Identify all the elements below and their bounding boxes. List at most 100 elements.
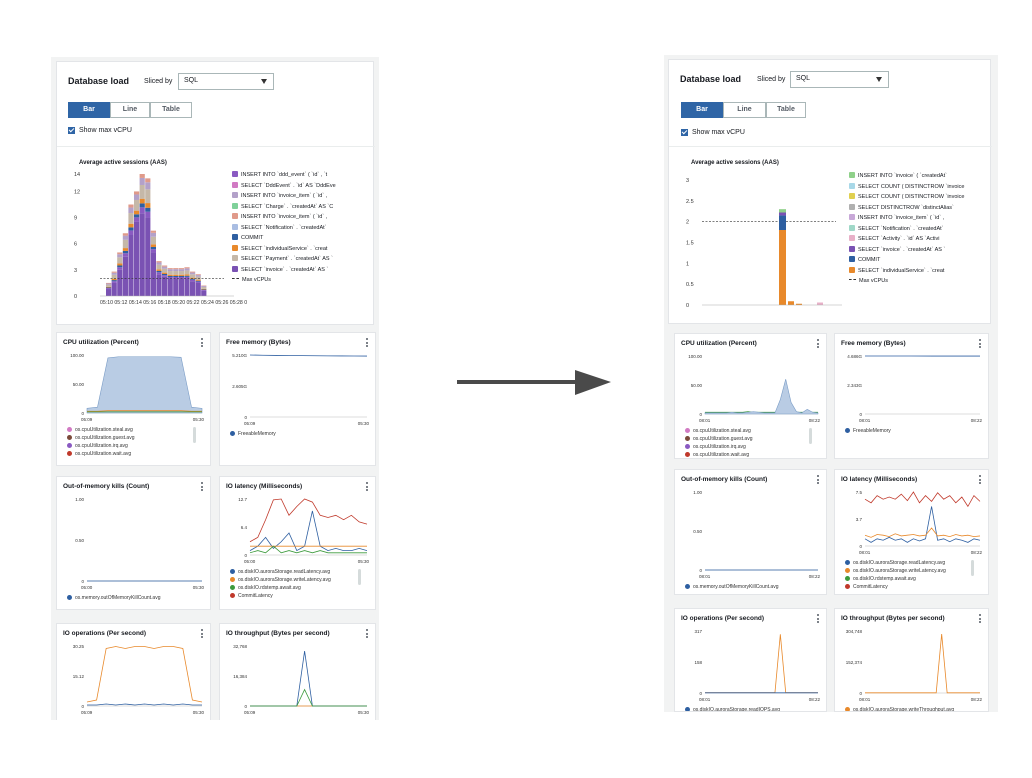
series-line xyxy=(86,646,203,703)
legend-item[interactable]: os.diskIO.auroraStorage.readIOPS.avg xyxy=(685,706,780,712)
legend-dot xyxy=(67,595,72,600)
legend-label: os.cpuUtilization.steal.avg xyxy=(693,428,751,434)
legend-item[interactable]: os.cpuUtilization.wait.avg xyxy=(685,451,752,458)
legend-scrollbar[interactable] xyxy=(809,428,812,444)
legend-scrollbar[interactable] xyxy=(971,560,974,576)
y-tick-label: 2.343G xyxy=(847,383,862,388)
legend-item[interactable]: FreeableMemory xyxy=(845,427,891,435)
legend-item[interactable]: os.diskIO.auroraStorage.writeThroughput.… xyxy=(845,706,954,711)
more-options-icon[interactable] xyxy=(979,339,982,350)
bar-segment xyxy=(788,301,794,305)
legend-item[interactable]: os.cpuUtilization.guest.avg xyxy=(685,435,752,443)
more-options-icon[interactable] xyxy=(366,629,369,640)
legend-item[interactable]: INSERT INTO `invoice_item` ( `id` , xyxy=(849,213,964,224)
legend-item-max-vcpus[interactable]: Max vCPUs xyxy=(849,276,964,287)
legend-item[interactable]: os.cpuUtilization.steal.avg xyxy=(67,426,134,434)
legend-label: FreeableMemory xyxy=(238,431,276,437)
tab-bar[interactable]: Bar xyxy=(681,102,723,118)
legend-item[interactable]: COMMIT xyxy=(232,233,336,244)
bar-segment xyxy=(156,272,162,275)
y-tick-label: 304,748 xyxy=(846,629,863,634)
more-options-icon[interactable] xyxy=(817,614,820,625)
legend-item[interactable]: CommitLatency xyxy=(845,583,946,591)
chevron-down-icon xyxy=(261,79,267,84)
legend-scrollbar[interactable] xyxy=(193,427,196,443)
legend-item[interactable]: os.cpuUtilization.guest.avg xyxy=(67,434,134,442)
legend-item[interactable]: os.cpuUtilization.wait.avg xyxy=(67,450,134,458)
legend-item[interactable]: INSERT INTO `ddd_event` ( `id` , `t xyxy=(232,170,336,181)
x-tick-label: 08:22 xyxy=(971,550,983,555)
x-tick-label: 05:30 xyxy=(358,421,370,426)
legend-label: COMMIT xyxy=(858,257,881,263)
x-tick-label: 08:22 xyxy=(809,697,821,702)
legend-item[interactable]: os.diskIO.auroraStorage.readLatency.avg xyxy=(230,568,331,576)
legend-item[interactable]: INSERT INTO `invoice_item` ( `id` , xyxy=(232,212,336,223)
show-max-vcpu-row[interactable]: Show max vCPU xyxy=(68,127,132,134)
more-options-icon[interactable] xyxy=(201,482,204,493)
legend-label: os.cpuUtilization.irq.avg xyxy=(75,443,128,449)
bar-segment xyxy=(128,223,134,228)
more-options-icon[interactable] xyxy=(366,482,369,493)
show-max-vcpu-checkbox[interactable] xyxy=(681,129,688,136)
sliced-by-select[interactable]: SQL xyxy=(790,71,889,88)
legend-item-max-vcpus[interactable]: Max vCPUs xyxy=(232,275,336,286)
io-operations-card: IO operations (Per second) 30.25 15.12 0 05:… xyxy=(56,623,211,720)
tab-bar[interactable]: Bar xyxy=(68,102,110,118)
legend-item[interactable]: SELECT COUNT ( DISTINCTROW `invoice xyxy=(849,192,964,203)
legend-item[interactable]: SELECT `Notification` . `createdAt` xyxy=(849,224,964,235)
legend-item[interactable]: SELECT `DddEvent` . `id` AS `DddEve xyxy=(232,181,336,192)
more-options-icon[interactable] xyxy=(366,338,369,349)
legend-item[interactable]: SELECT `invoice` . `createdAt` AS ` xyxy=(232,265,336,276)
legend-label: INSERT INTO `ddd_event` ( `id` , `t xyxy=(241,172,328,178)
bar-segment xyxy=(178,271,184,275)
legend-item[interactable]: SELECT `Charge` . `createdAt` AS `C xyxy=(232,202,336,213)
legend-item[interactable]: SELECT `invoice` . `createdAt` AS ` xyxy=(849,245,964,256)
show-max-vcpu-checkbox[interactable] xyxy=(68,127,75,134)
legend-item[interactable]: os.diskIO.auroraStorage.writeLatency.avg xyxy=(845,567,946,575)
legend-item[interactable]: os.diskIO.auroraStorage.readLatency.avg xyxy=(845,559,946,567)
legend-item[interactable]: os.memory.outOfMemoryKillCount.avg xyxy=(67,594,161,602)
legend-item[interactable]: os.cpuUtilization.steal.avg xyxy=(685,427,752,435)
bar-segment xyxy=(139,203,145,208)
tab-table[interactable]: Table xyxy=(766,102,806,118)
more-options-icon[interactable] xyxy=(201,338,204,349)
legend-item[interactable]: SELECT `Activity` . `id` AS `Activi xyxy=(849,234,964,245)
view-toggle: Bar Line Table xyxy=(68,102,192,118)
legend-item[interactable]: SELECT `individualService` . `creat xyxy=(849,266,964,277)
more-options-icon[interactable] xyxy=(817,475,820,486)
legend-item[interactable]: os.diskIO.auroraStorage.writeLatency.avg xyxy=(230,576,331,584)
more-options-icon[interactable] xyxy=(979,614,982,625)
legend-item[interactable]: os.cpuUtilization.irq.avg xyxy=(685,443,752,451)
legend-label: os.diskIO.auroraStorage.readIOPS.avg xyxy=(693,707,780,712)
legend-item[interactable]: COMMIT xyxy=(849,255,964,266)
more-options-icon[interactable] xyxy=(979,475,982,486)
sliced-by-select[interactable]: SQL xyxy=(178,73,274,90)
tab-table[interactable]: Table xyxy=(150,102,192,118)
legend-item[interactable]: CommitLatency xyxy=(230,592,331,600)
legend-item[interactable]: SELECT DISTINCTROW `distinctAlias` xyxy=(849,203,964,214)
legend-item[interactable]: INSERT INTO `invoice` ( `createdAt` xyxy=(849,171,964,182)
show-max-vcpu-row[interactable]: Show max vCPU xyxy=(681,129,745,136)
bar-segment xyxy=(145,203,151,208)
legend-item[interactable]: FreeableMemory xyxy=(230,430,276,438)
legend-item[interactable]: SELECT `Payment` . `createdAt` AS ` xyxy=(232,254,336,265)
more-options-icon[interactable] xyxy=(201,629,204,640)
legend-item[interactable]: SELECT `individualService` . `creat xyxy=(232,244,336,255)
legend-item[interactable]: SELECT `Notification` . `createdAt` xyxy=(232,223,336,234)
bar-segment xyxy=(162,273,168,276)
legend-item[interactable]: SELECT COUNT ( DISTINCTROW `invoice xyxy=(849,182,964,193)
io-latency-card: IO latency (Milliseconds) 12.7 6.4 0 05:00 05… xyxy=(219,476,376,610)
tab-line[interactable]: Line xyxy=(110,102,150,118)
legend-item[interactable]: os.diskIO.rdstemp.await.avg xyxy=(230,584,331,592)
legend-item[interactable]: os.memory.outOfMemoryKillCount.avg xyxy=(685,583,779,591)
more-options-icon[interactable] xyxy=(817,339,820,350)
legend-item[interactable]: os.diskIO.rdstemp.await.avg xyxy=(845,575,946,583)
legend-item[interactable]: os.cpuUtilization.irq.avg xyxy=(67,442,134,450)
tab-line[interactable]: Line xyxy=(723,102,766,118)
bar-segment xyxy=(190,274,196,278)
legend-scrollbar[interactable] xyxy=(358,569,361,585)
bar-segment xyxy=(128,213,134,224)
legend-item[interactable]: INSERT INTO `invoice_item` ( `id` , xyxy=(232,191,336,202)
x-tick-label: 05:00 xyxy=(244,559,256,564)
bar-segment xyxy=(779,209,786,213)
